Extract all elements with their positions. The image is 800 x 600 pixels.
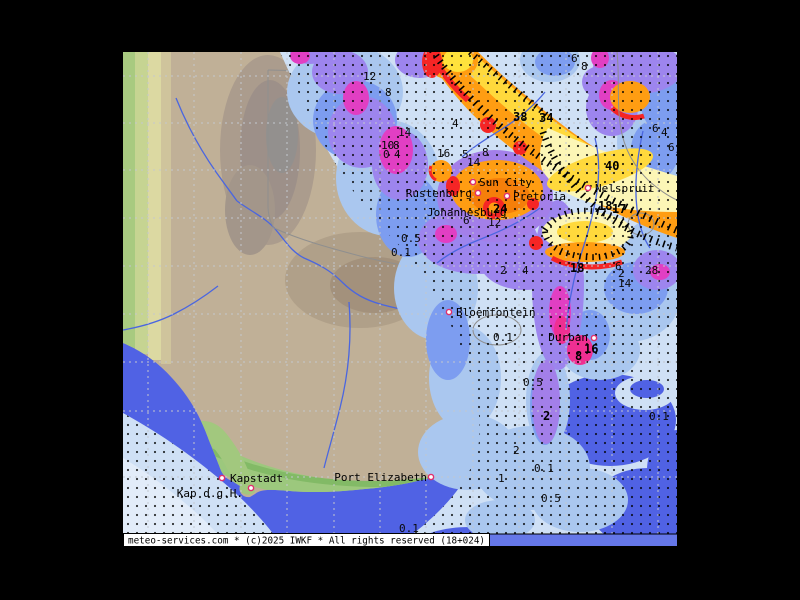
city-label-bloemfontein: Bloemfontein [456, 306, 535, 319]
precip-value: 6 [615, 260, 622, 273]
city-marker-bloemfontein [445, 308, 453, 316]
precip-value: 4 [661, 126, 668, 139]
precip-value: 4 [522, 264, 529, 277]
precip-value: 6 [571, 52, 578, 65]
city-marker-sun-city [469, 178, 477, 186]
city-label-johannesburg: Johannesburg [427, 206, 506, 219]
precip-value: 16 [584, 342, 598, 356]
precip-value: 4 [394, 148, 401, 161]
precip-value: 12 [363, 70, 376, 83]
precip-value: 0.1 [391, 246, 411, 259]
precip-value: 17 [612, 202, 626, 216]
city-label-durban: Durban [548, 331, 588, 344]
precip-value: 6 [668, 141, 675, 154]
precip-value: 8 [581, 60, 588, 73]
precip-value: 8 [393, 139, 400, 152]
city-marker-pretoria [503, 192, 511, 200]
hatch-band [429, 52, 677, 261]
precip-value: 4 [676, 145, 683, 158]
precip-value: 34 [539, 111, 553, 125]
city-label-sun-city: Sun City [479, 176, 532, 189]
precip-value: 12 [488, 216, 501, 229]
precip-value: 14 [618, 277, 632, 290]
copyright-bar: meteo-services.com * (c)2025 IWKF * All … [123, 533, 490, 547]
precip-value: 24 [493, 202, 507, 216]
precip-value: 0.1 [493, 331, 513, 344]
city-marker-kapstadt [218, 474, 226, 482]
precip-value: 0.1 [534, 462, 554, 475]
precip-value: 8 [575, 349, 582, 363]
precip-value: 38 [513, 110, 527, 124]
city-marker-durban [590, 334, 598, 342]
precip-value: 40 [605, 159, 619, 173]
precip-value: 2 [618, 267, 625, 280]
precip-value: 8 [482, 146, 489, 159]
precip-value: 10 [381, 139, 394, 152]
precip-value: 6 [652, 122, 659, 135]
city-label-nelspruit: Nelspruit [595, 182, 655, 195]
precip-value: 14 [398, 126, 412, 139]
city-label-pretoria: Pretoria [513, 190, 566, 203]
precip-value: 0.5 [523, 376, 543, 389]
precip-value: 14 [467, 156, 481, 169]
precip-value: 28 [645, 264, 658, 277]
precip-value: 0 [383, 148, 390, 161]
precip-value: 2 [543, 409, 550, 423]
city-marker-port-elizabeth [427, 473, 435, 481]
precip-value: 6 [463, 214, 470, 227]
city-marker-rustenburg [474, 189, 482, 197]
precip-value: 5 [462, 148, 469, 161]
precip-value: 0.5 [541, 492, 561, 505]
city-markers: Kapstadt Kap d.g.H. Port Elizabeth Bloemfon… [177, 176, 655, 500]
precip-value: 0.1 [399, 522, 419, 535]
copyright-text: meteo-services.com * (c)2025 IWKF * All … [128, 536, 485, 547]
city-marker-kap-dgh [247, 484, 255, 492]
city-label-rustenburg: Rustenburg [406, 187, 472, 200]
precip-value: 2 [513, 444, 520, 457]
gridlines [123, 52, 677, 546]
precip-value: 4 [452, 117, 459, 130]
precip-value: 0.5 [401, 232, 421, 245]
precip-value: 2 [500, 264, 507, 277]
city-marker-nelspruit [584, 184, 592, 192]
precip-value: 1 [498, 472, 505, 485]
precip-value: 8 [385, 86, 392, 99]
precip-value: 16 [437, 147, 450, 160]
precip-value: 18 [570, 261, 584, 275]
city-label-kap-dgh: Kap d.g.H. [177, 487, 243, 500]
city-label-kapstadt: Kapstadt [230, 472, 283, 485]
precip-value: 0.1 [649, 410, 669, 423]
city-label-port-elizabeth: Port Elizabeth [334, 471, 427, 484]
precip-value: 18 [598, 199, 612, 213]
